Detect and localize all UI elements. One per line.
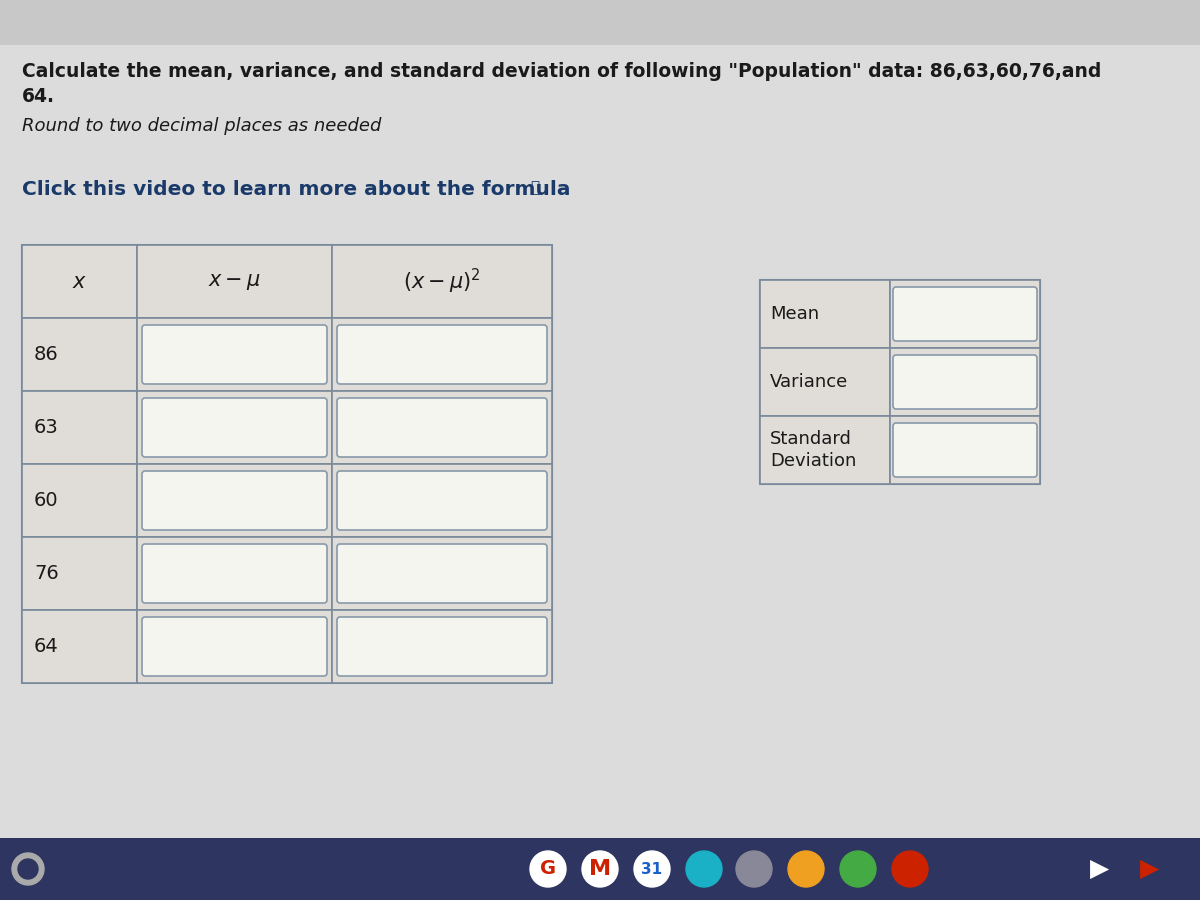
Circle shape [686, 851, 722, 887]
Circle shape [736, 851, 772, 887]
Bar [332, 537, 552, 610]
Bar [332, 610, 552, 683]
Text: 64.: 64. [22, 87, 55, 106]
Circle shape [18, 859, 38, 879]
Bar [22, 391, 137, 464]
Text: 31: 31 [642, 861, 662, 877]
Text: ▶: ▶ [1140, 857, 1159, 881]
FancyBboxPatch shape [337, 471, 547, 530]
Text: ⧉: ⧉ [530, 180, 539, 195]
Bar [22, 464, 137, 537]
FancyBboxPatch shape [142, 325, 326, 384]
Bar [890, 416, 1040, 484]
Circle shape [892, 851, 928, 887]
Text: $x$: $x$ [72, 272, 88, 292]
Text: Variance: Variance [770, 373, 848, 391]
Text: 86: 86 [34, 345, 59, 364]
Bar [22, 318, 137, 391]
Text: 63: 63 [34, 418, 59, 437]
Text: Calculate the mean, variance, and standard deviation of following "Population" d: Calculate the mean, variance, and standa… [22, 62, 1102, 81]
Circle shape [12, 853, 44, 885]
Bar [332, 318, 552, 391]
Text: Round to two decimal places as needed: Round to two decimal places as needed [22, 117, 382, 135]
Bar [137, 318, 332, 391]
Text: 60: 60 [34, 491, 59, 510]
Text: 64: 64 [34, 637, 59, 656]
Bar [760, 280, 890, 348]
Text: Click this video to learn more about the formula: Click this video to learn more about the… [22, 180, 570, 199]
FancyBboxPatch shape [142, 398, 326, 457]
Circle shape [530, 851, 566, 887]
Bar [137, 391, 332, 464]
Bar [890, 280, 1040, 348]
Bar [137, 537, 332, 610]
FancyBboxPatch shape [337, 398, 547, 457]
Bar [137, 245, 332, 318]
Bar [22, 537, 137, 610]
FancyBboxPatch shape [893, 423, 1037, 477]
FancyBboxPatch shape [337, 544, 547, 603]
Bar [22, 245, 137, 318]
Bar [22, 245, 552, 683]
Bar [332, 391, 552, 464]
Text: ▶: ▶ [1091, 857, 1110, 881]
FancyBboxPatch shape [142, 544, 326, 603]
Bar [22, 610, 137, 683]
Text: M: M [589, 859, 611, 879]
Text: Standard
Deviation: Standard Deviation [770, 430, 857, 470]
Bar [760, 280, 1040, 484]
Bar [760, 348, 890, 416]
Bar [0, 838, 1200, 900]
Circle shape [582, 851, 618, 887]
FancyBboxPatch shape [142, 617, 326, 676]
Bar [890, 348, 1040, 416]
FancyBboxPatch shape [142, 471, 326, 530]
FancyBboxPatch shape [337, 617, 547, 676]
Bar [332, 245, 552, 318]
Text: $x - \mu$: $x - \mu$ [208, 272, 260, 292]
Text: $(x - \mu)^2$: $(x - \mu)^2$ [403, 267, 481, 296]
FancyBboxPatch shape [893, 287, 1037, 341]
Text: Mean: Mean [770, 305, 820, 323]
FancyBboxPatch shape [337, 325, 547, 384]
Text: G: G [540, 860, 556, 878]
FancyBboxPatch shape [893, 355, 1037, 409]
Circle shape [788, 851, 824, 887]
Bar [137, 610, 332, 683]
Text: 76: 76 [34, 564, 59, 583]
Bar [137, 464, 332, 537]
Bar [760, 416, 890, 484]
Circle shape [634, 851, 670, 887]
Circle shape [840, 851, 876, 887]
Bar [0, 0, 1200, 45]
Bar [332, 464, 552, 537]
